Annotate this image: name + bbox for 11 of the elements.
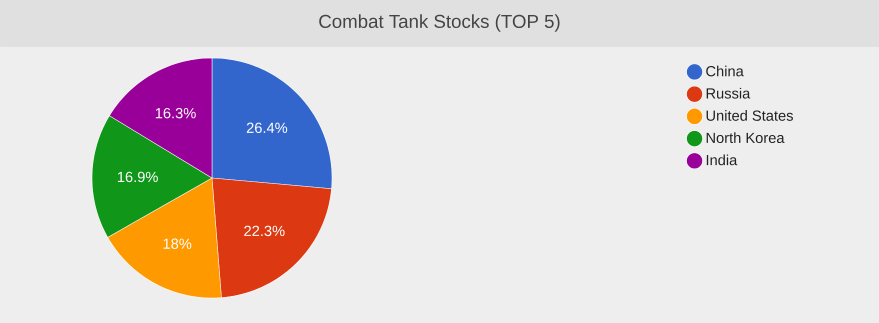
data-label: 26.4% xyxy=(246,122,288,133)
legend-label: China xyxy=(706,66,744,76)
chart-title: Combat Tank Stocks (TOP 5) xyxy=(319,14,560,32)
data-label: 16.3% xyxy=(156,108,196,118)
legend-label: North Korea xyxy=(706,132,785,144)
data-label: 16.9% xyxy=(118,172,158,182)
legend-label: United States xyxy=(706,110,793,121)
legend-label: India xyxy=(706,154,738,166)
legend-label: Russia xyxy=(706,88,750,99)
data-label: 18% xyxy=(164,238,192,249)
data-label: 22.3% xyxy=(244,226,285,236)
